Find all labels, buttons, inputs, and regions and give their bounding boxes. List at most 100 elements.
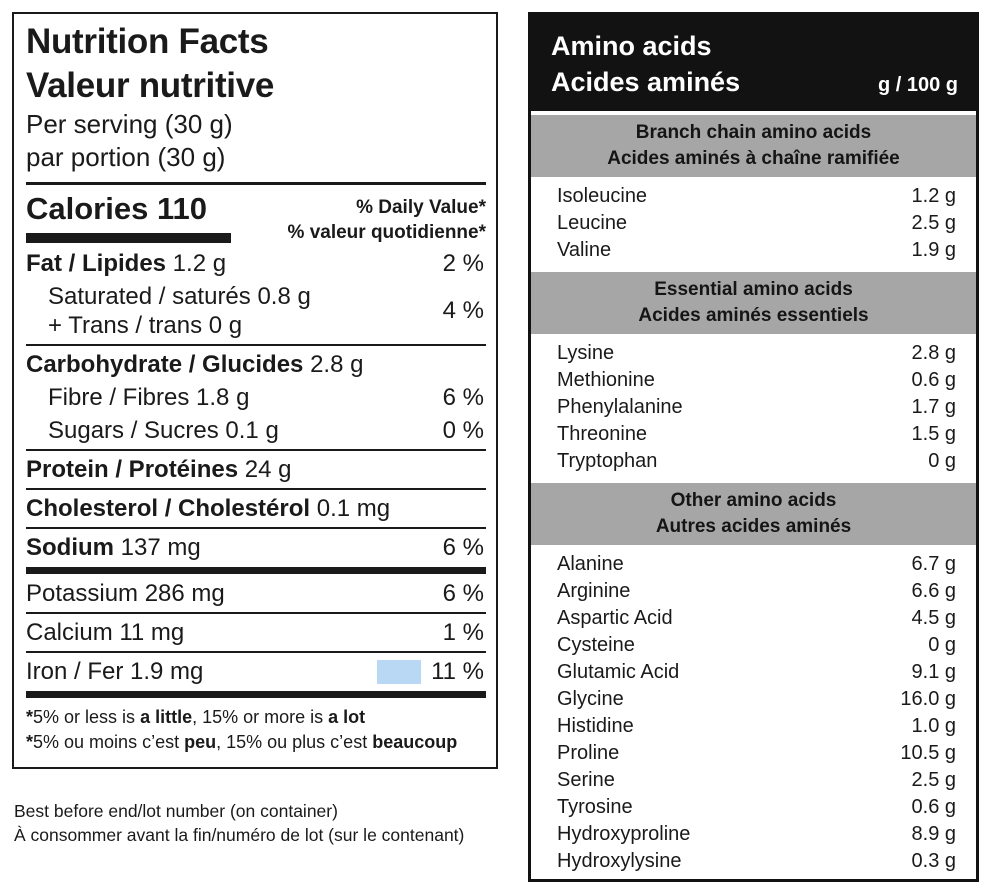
amino-acid-name: Tryptophan xyxy=(557,450,658,472)
nutrient-percent: 11 % xyxy=(377,658,486,686)
amino-acid-name: Histidine xyxy=(557,715,634,737)
best-before-en: Best before end/lot number (on container… xyxy=(14,801,338,821)
nutrient-row: Potassium 286 mg 6 % xyxy=(26,577,486,610)
divider xyxy=(26,691,486,698)
nutrient-label: Calcium 11 mg xyxy=(26,619,185,646)
daily-value-header-fr: % valeur quotidienne* xyxy=(287,222,486,243)
amino-acid-row: Serine 2.5 g xyxy=(531,767,976,794)
amino-acid-rows: Lysine 2.8 g Methionine 0.6 g Phenylalan… xyxy=(531,338,976,479)
calories-label: Calories xyxy=(26,191,149,226)
nutrient-percent: 1 % xyxy=(442,618,484,646)
amino-acid-value: 4.5 g xyxy=(911,607,956,629)
nutrient-lines: Fat / Lipides 1.2 g xyxy=(26,249,226,278)
amino-acid-name: Aspartic Acid xyxy=(557,607,673,629)
nutrient-lines: Potassium 286 mg xyxy=(26,579,225,608)
amino-acid-group-header: Other amino acids Autres acides aminés xyxy=(531,483,976,545)
nutrient-lines: Sugars / Sucres 0.1 g xyxy=(26,416,279,445)
amino-acid-value: 10.5 g xyxy=(900,742,956,764)
nutrient-row: Iron / Fer 1.9 mg 11 % xyxy=(26,655,486,688)
amino-acid-value: 0.6 g xyxy=(911,369,956,391)
nutrient-lines: Calcium 11 mg xyxy=(26,618,184,647)
nutrient-label: Protein / Protéines 24 g xyxy=(26,456,292,483)
group-header-fr: Acides aminés à chaîne ramifiée xyxy=(607,148,900,169)
amino-acid-name: Hydroxyproline xyxy=(557,823,691,845)
daily-value-header-en: % Daily Value* xyxy=(356,197,486,218)
amino-acid-row: Tyrosine 0.6 g xyxy=(531,794,976,821)
amino-acid-value: 0 g xyxy=(928,634,956,656)
nutrient-percent: 6 % xyxy=(442,533,484,561)
amino-acid-value: 1.0 g xyxy=(911,715,956,737)
divider xyxy=(26,527,486,529)
amino-acid-row: Hydroxyproline 8.9 g xyxy=(531,821,976,848)
amino-acid-row: Leucine 2.5 g xyxy=(531,210,976,237)
nutrient-rows: Fat / Lipides 1.2 g 2 % Saturated / satu… xyxy=(26,247,486,698)
amino-acid-value: 6.6 g xyxy=(911,580,956,602)
nutrient-lines: Cholesterol / Cholestérol 0.1 mg xyxy=(26,494,390,523)
nutrient-lines: Saturated / saturés 0.8 g + Trans / trans… xyxy=(26,282,311,340)
calories-block: Calories 110 % Daily Value* % valeur quo… xyxy=(26,187,486,247)
divider xyxy=(26,344,486,346)
group-header-en: Essential amino acids xyxy=(654,279,853,300)
amino-acids-groups: Branch chain amino acids Acides aminés à… xyxy=(531,115,976,879)
nutrient-row: Fat / Lipides 1.2 g 2 % xyxy=(26,247,486,280)
footnote-en: *5% or less is a little, 15% or more is … xyxy=(26,707,366,727)
amino-acid-name: Lysine xyxy=(557,342,615,364)
nutrient-percent: 6 % xyxy=(442,579,484,607)
amino-acid-name: Serine xyxy=(557,769,615,791)
nutrient-percent: 6 % xyxy=(442,383,484,411)
amino-acid-row: Valine 1.9 g xyxy=(531,237,976,264)
amino-acid-value: 16.0 g xyxy=(900,688,956,710)
amino-acid-name: Glycine xyxy=(557,688,624,710)
amino-acid-group: Branch chain amino acids Acides aminés à… xyxy=(531,115,976,268)
amino-acids-title-fr: Acides aminés xyxy=(551,67,741,97)
amino-acid-name: Leucine xyxy=(557,212,628,234)
amino-acids-header: Amino acids Acides aminés g / 100 g xyxy=(531,15,976,111)
nutrient-row: Sodium 137 mg 6 % xyxy=(26,531,486,564)
amino-acid-name: Tyrosine xyxy=(557,796,633,818)
amino-acid-rows: Isoleucine 1.2 g Leucine 2.5 g Valine 1.… xyxy=(531,181,976,268)
amino-acid-row: Arginine 6.6 g xyxy=(531,578,976,605)
nutrient-label: + Trans / trans 0 g xyxy=(48,312,243,339)
nutrient-label: Saturated / saturés 0.8 g xyxy=(48,283,311,310)
amino-acid-row: Alanine 6.7 g xyxy=(531,551,976,578)
nutrient-row: Protein / Protéines 24 g xyxy=(26,453,486,486)
amino-acid-row: Phenylalanine 1.7 g xyxy=(531,394,976,421)
serving-size-fr: par portion (30 g) xyxy=(26,142,226,172)
group-header-en: Branch chain amino acids xyxy=(635,122,872,143)
nutrient-row: Calcium 11 mg 1 % xyxy=(26,616,486,649)
divider xyxy=(26,612,486,614)
nutrient-row: Fibre / Fibres 1.8 g 6 % xyxy=(26,381,486,414)
nutrient-label: Cholesterol / Cholestérol 0.1 mg xyxy=(26,495,391,522)
amino-acid-name: Hydroxylysine xyxy=(557,850,682,872)
calories: Calories 110 xyxy=(26,190,231,243)
amino-acids-titles: Amino acids Acides aminés xyxy=(551,28,740,100)
amino-acid-value: 1.9 g xyxy=(911,239,956,261)
amino-acids-panel: Amino acids Acides aminés g / 100 g Bran… xyxy=(528,12,979,882)
nutrition-facts-column: Nutrition Facts Valeur nutritive Per ser… xyxy=(12,12,498,847)
amino-acid-name: Methionine xyxy=(557,369,655,391)
nutrient-label: Fibre / Fibres 1.8 g xyxy=(48,384,250,411)
daily-value-highlight xyxy=(377,659,422,684)
amino-acid-row: Isoleucine 1.2 g xyxy=(531,183,976,210)
nutrient-label: Carbohydrate / Glucides 2.8 g xyxy=(26,351,364,378)
amino-acid-value: 1.5 g xyxy=(911,423,956,445)
amino-acid-group: Other amino acids Autres acides aminés A… xyxy=(531,483,976,879)
package-footer: Best before end/lot number (on container… xyxy=(14,799,498,847)
nutrient-row: Cholesterol / Cholestérol 0.1 mg xyxy=(26,492,486,525)
footnotes: *5% or less is a little, 15% or more is … xyxy=(26,701,486,755)
amino-acid-name: Isoleucine xyxy=(557,185,648,207)
footnote-fr: *5% ou moins c’est peu, 15% ou plus c’es… xyxy=(26,732,458,752)
amino-acid-name: Arginine xyxy=(557,580,631,602)
amino-acid-row: Tryptophan 0 g xyxy=(531,448,976,475)
amino-acid-row: Glutamic Acid 9.1 g xyxy=(531,659,976,686)
amino-acid-value: 8.9 g xyxy=(911,823,956,845)
amino-acids-title-en: Amino acids xyxy=(551,31,712,61)
divider xyxy=(26,449,486,451)
amino-acid-value: 2.8 g xyxy=(911,342,956,364)
nutrient-percent: 2 % xyxy=(442,249,484,277)
amino-acid-value: 0.3 g xyxy=(911,850,956,872)
amino-acid-name: Alanine xyxy=(557,553,624,575)
nutrient-percent: 4 % xyxy=(442,297,484,324)
serving-size-en: Per serving (30 g) xyxy=(26,109,233,139)
amino-acid-rows: Alanine 6.7 g Arginine 6.6 g Aspartic Ac… xyxy=(531,549,976,879)
